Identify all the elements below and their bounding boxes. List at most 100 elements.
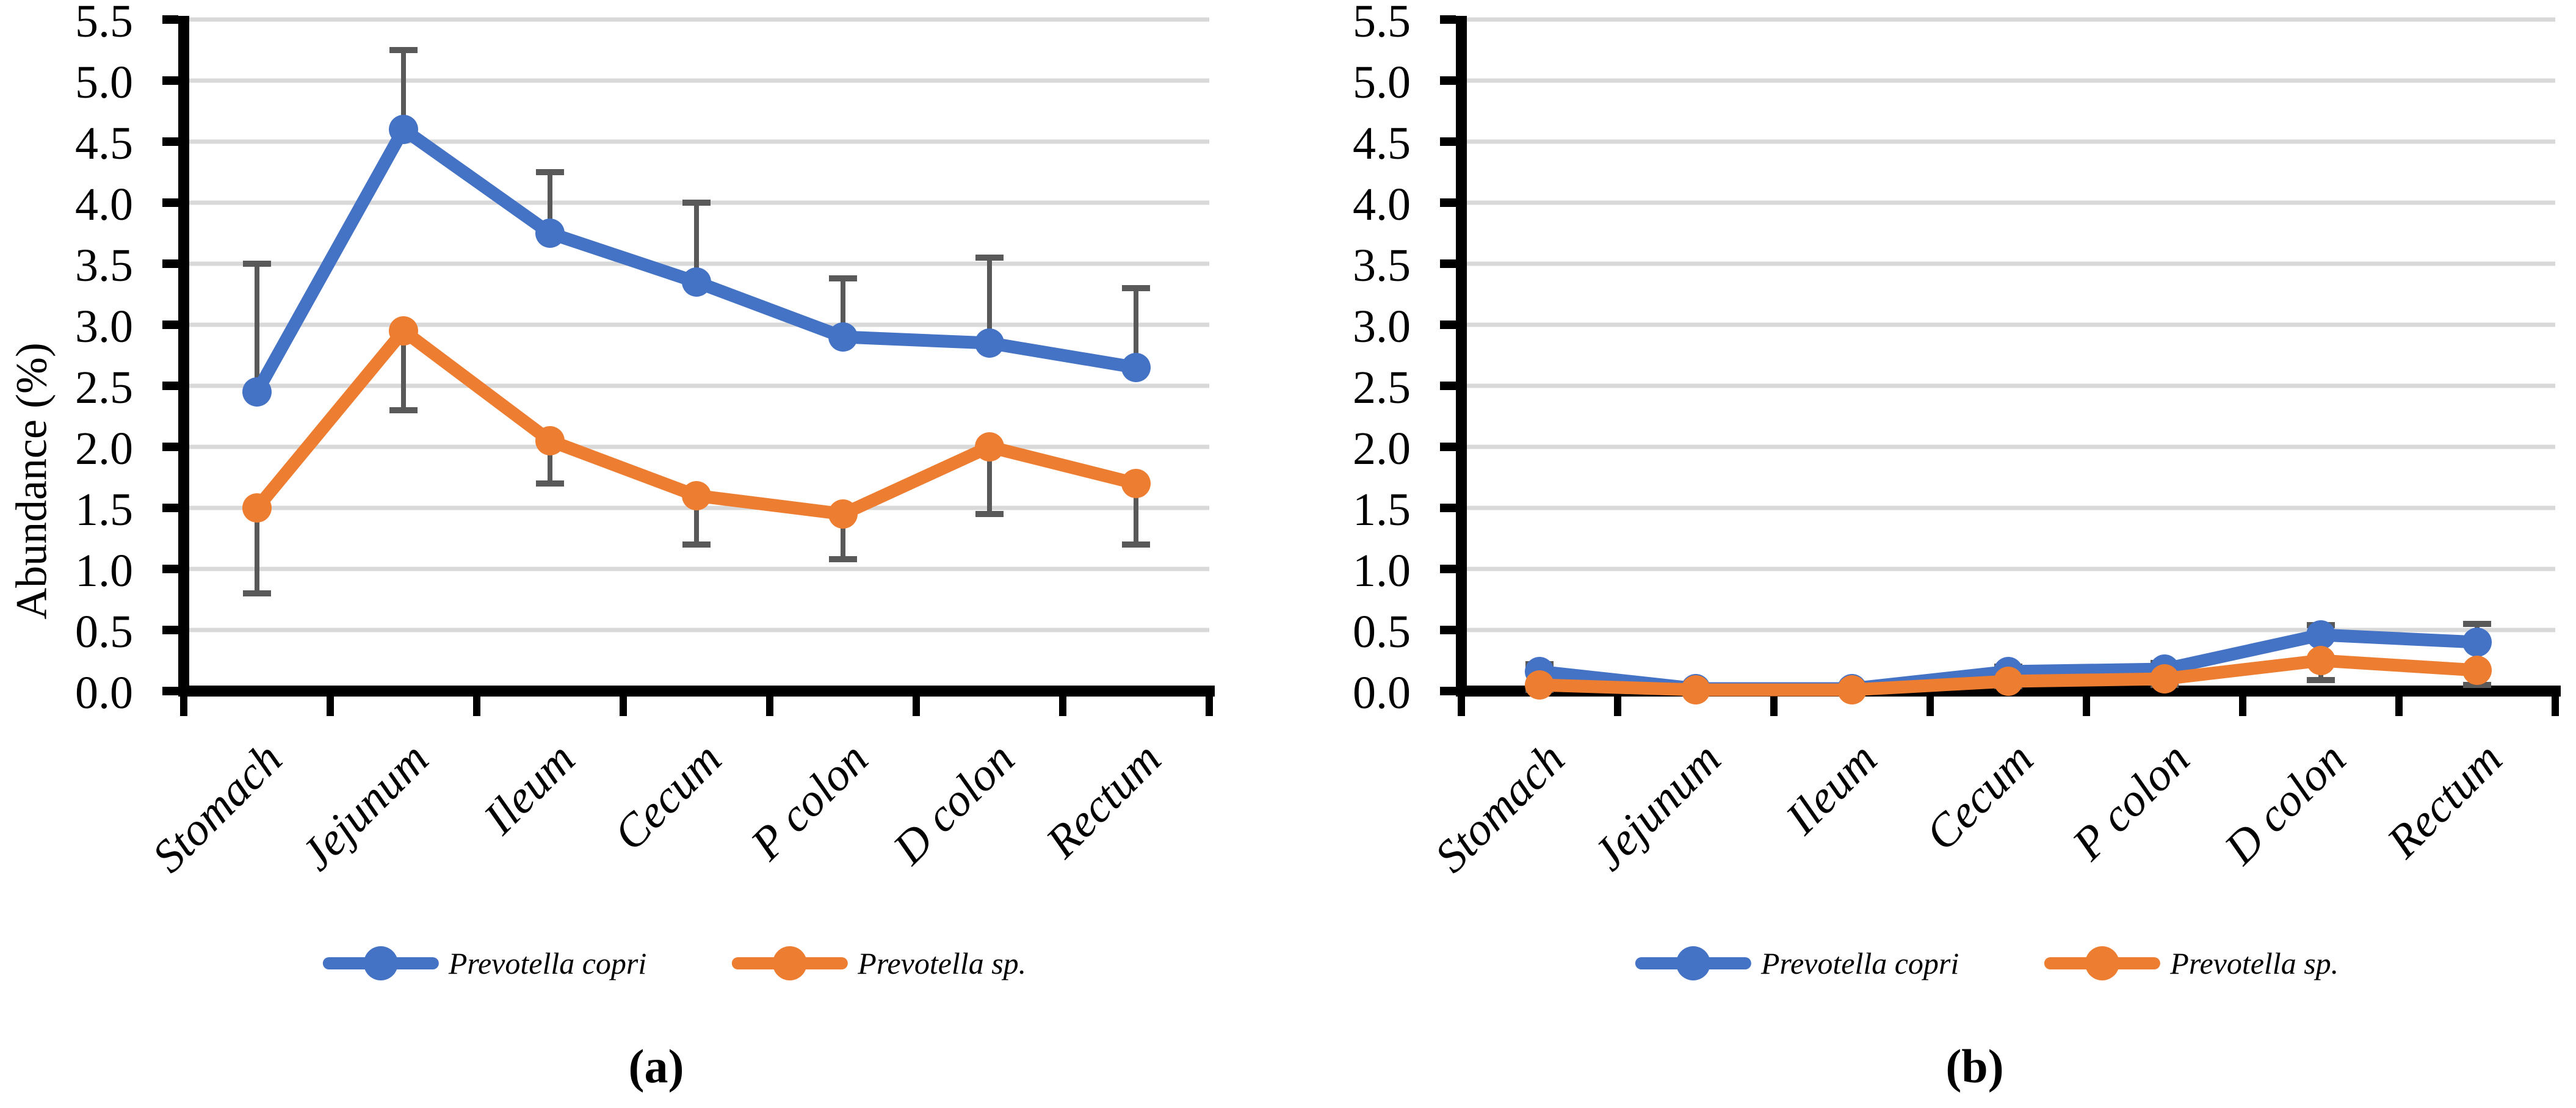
y-tick-label: 2.0 — [1353, 423, 1411, 474]
data-point-marker — [828, 322, 858, 352]
legend-label: Prevotella copri — [1760, 946, 1959, 980]
x-tick-mark — [620, 697, 627, 716]
y-tick-label: 2.5 — [75, 362, 133, 413]
y-tick-label: 2.0 — [75, 423, 133, 474]
x-tick-mark — [1458, 697, 1465, 716]
y-tick-label: 4.0 — [1353, 179, 1411, 230]
data-point-marker — [389, 115, 418, 144]
y-tick-mark — [1440, 565, 1456, 573]
y-tick-label: 5.5 — [1353, 0, 1411, 47]
x-category-label: Rectum — [2377, 733, 2512, 868]
x-tick-mark — [473, 697, 480, 716]
data-point-marker — [2306, 646, 2335, 675]
y-tick-label: 5.0 — [1353, 57, 1411, 108]
x-tick-mark — [1770, 697, 1778, 716]
caption-b: (b) — [1945, 1040, 2004, 1093]
x-tick-mark — [2083, 697, 2090, 716]
y-tick-mark — [162, 15, 178, 24]
x-tick-mark — [1059, 697, 1066, 716]
y-tick-mark — [162, 565, 178, 573]
data-point-marker — [1837, 675, 1867, 704]
x-category-label: D colon — [883, 733, 1024, 875]
legend-label: Prevotella sp. — [858, 946, 1027, 980]
legend-item-prevotella-copri: Prevotella copri — [1635, 945, 1959, 982]
y-tick-label: 0.5 — [75, 606, 133, 657]
data-point-marker — [1121, 353, 1151, 382]
data-point-marker — [1525, 670, 1554, 700]
line-marker-swatch-icon — [1635, 945, 1751, 982]
x-category-label: Rectum — [1036, 733, 1171, 868]
data-point-marker — [389, 316, 418, 346]
y-tick-mark — [162, 443, 178, 451]
x-tick-mark — [327, 697, 334, 716]
legend-item-prevotella-copri: Prevotella copri — [322, 945, 647, 982]
y-tick-mark — [162, 382, 178, 390]
y-tick-mark — [162, 626, 178, 634]
y-tick-mark — [1440, 198, 1456, 207]
y-tick-mark — [162, 137, 178, 146]
x-tick-mark — [2395, 697, 2403, 716]
x-category-label: Ileum — [474, 733, 585, 844]
y-tick-mark — [1440, 137, 1456, 146]
y-tick-mark — [1440, 687, 1456, 695]
legend-item-prevotella-sp: Prevotella sp. — [732, 945, 1026, 982]
y-tick-mark — [162, 687, 178, 695]
y-tick-label: 1.0 — [75, 545, 133, 596]
y-tick-mark — [1440, 76, 1456, 85]
data-point-marker — [682, 481, 711, 510]
data-point-marker — [682, 267, 711, 297]
y-tick-mark — [1440, 626, 1456, 634]
x-tick-mark — [1206, 697, 1213, 716]
x-category-label: Cecum — [1916, 733, 2043, 861]
data-point-marker — [242, 377, 272, 407]
y-tick-label: 3.0 — [1353, 301, 1411, 352]
y-axis-title: Abundance (%) — [7, 342, 56, 620]
legend-label: Prevotella sp. — [2170, 946, 2339, 980]
y-tick-label: 5.5 — [75, 0, 133, 47]
x-category-label: Cecum — [604, 733, 731, 861]
x-category-label: Ileum — [1776, 733, 1887, 844]
line-marker-swatch-icon — [732, 945, 848, 982]
caption-a: (a) — [628, 1040, 684, 1093]
y-tick-mark — [162, 259, 178, 268]
data-point-marker — [975, 432, 1004, 462]
y-tick-label: 5.0 — [75, 57, 133, 108]
x-tick-mark — [1927, 697, 1934, 716]
data-point-marker — [535, 426, 565, 455]
line-marker-swatch-icon — [2044, 945, 2161, 982]
y-tick-label: 0.5 — [1353, 606, 1411, 657]
data-point-marker — [1994, 667, 2023, 696]
data-point-marker — [2462, 656, 2492, 685]
data-point-marker — [2150, 664, 2179, 693]
y-tick-label: 3.5 — [75, 240, 133, 291]
x-tick-mark — [1614, 697, 1621, 716]
x-tick-mark — [180, 697, 187, 716]
legend-label: Prevotella copri — [448, 946, 647, 980]
legend-item-prevotella-sp: Prevotella sp. — [2044, 945, 2339, 982]
y-tick-label: 4.5 — [75, 118, 133, 169]
y-tick-mark — [162, 198, 178, 207]
y-tick-mark — [1440, 504, 1456, 512]
line-marker-swatch-icon — [322, 945, 439, 982]
data-point-marker — [242, 493, 272, 523]
x-tick-mark — [2239, 697, 2246, 716]
y-tick-label: 4.5 — [1353, 118, 1411, 169]
y-tick-mark — [162, 320, 178, 329]
y-axis-spine — [1456, 16, 1467, 697]
y-tick-mark — [1440, 259, 1456, 268]
x-category-label: Jejunum — [291, 733, 438, 880]
x-category-label: Stomach — [1425, 733, 1574, 882]
y-tick-mark — [1440, 443, 1456, 451]
x-category-label: D colon — [2214, 733, 2356, 875]
y-tick-mark — [1440, 320, 1456, 329]
y-tick-label: 1.5 — [1353, 484, 1411, 535]
data-point-marker — [828, 499, 858, 529]
y-tick-mark — [162, 504, 178, 512]
y-tick-mark — [1440, 382, 1456, 390]
data-point-marker — [1681, 675, 1710, 704]
y-tick-label: 3.5 — [1353, 240, 1411, 291]
x-tick-mark — [766, 697, 773, 716]
data-point-marker — [1121, 469, 1151, 498]
y-tick-mark — [1440, 15, 1456, 24]
